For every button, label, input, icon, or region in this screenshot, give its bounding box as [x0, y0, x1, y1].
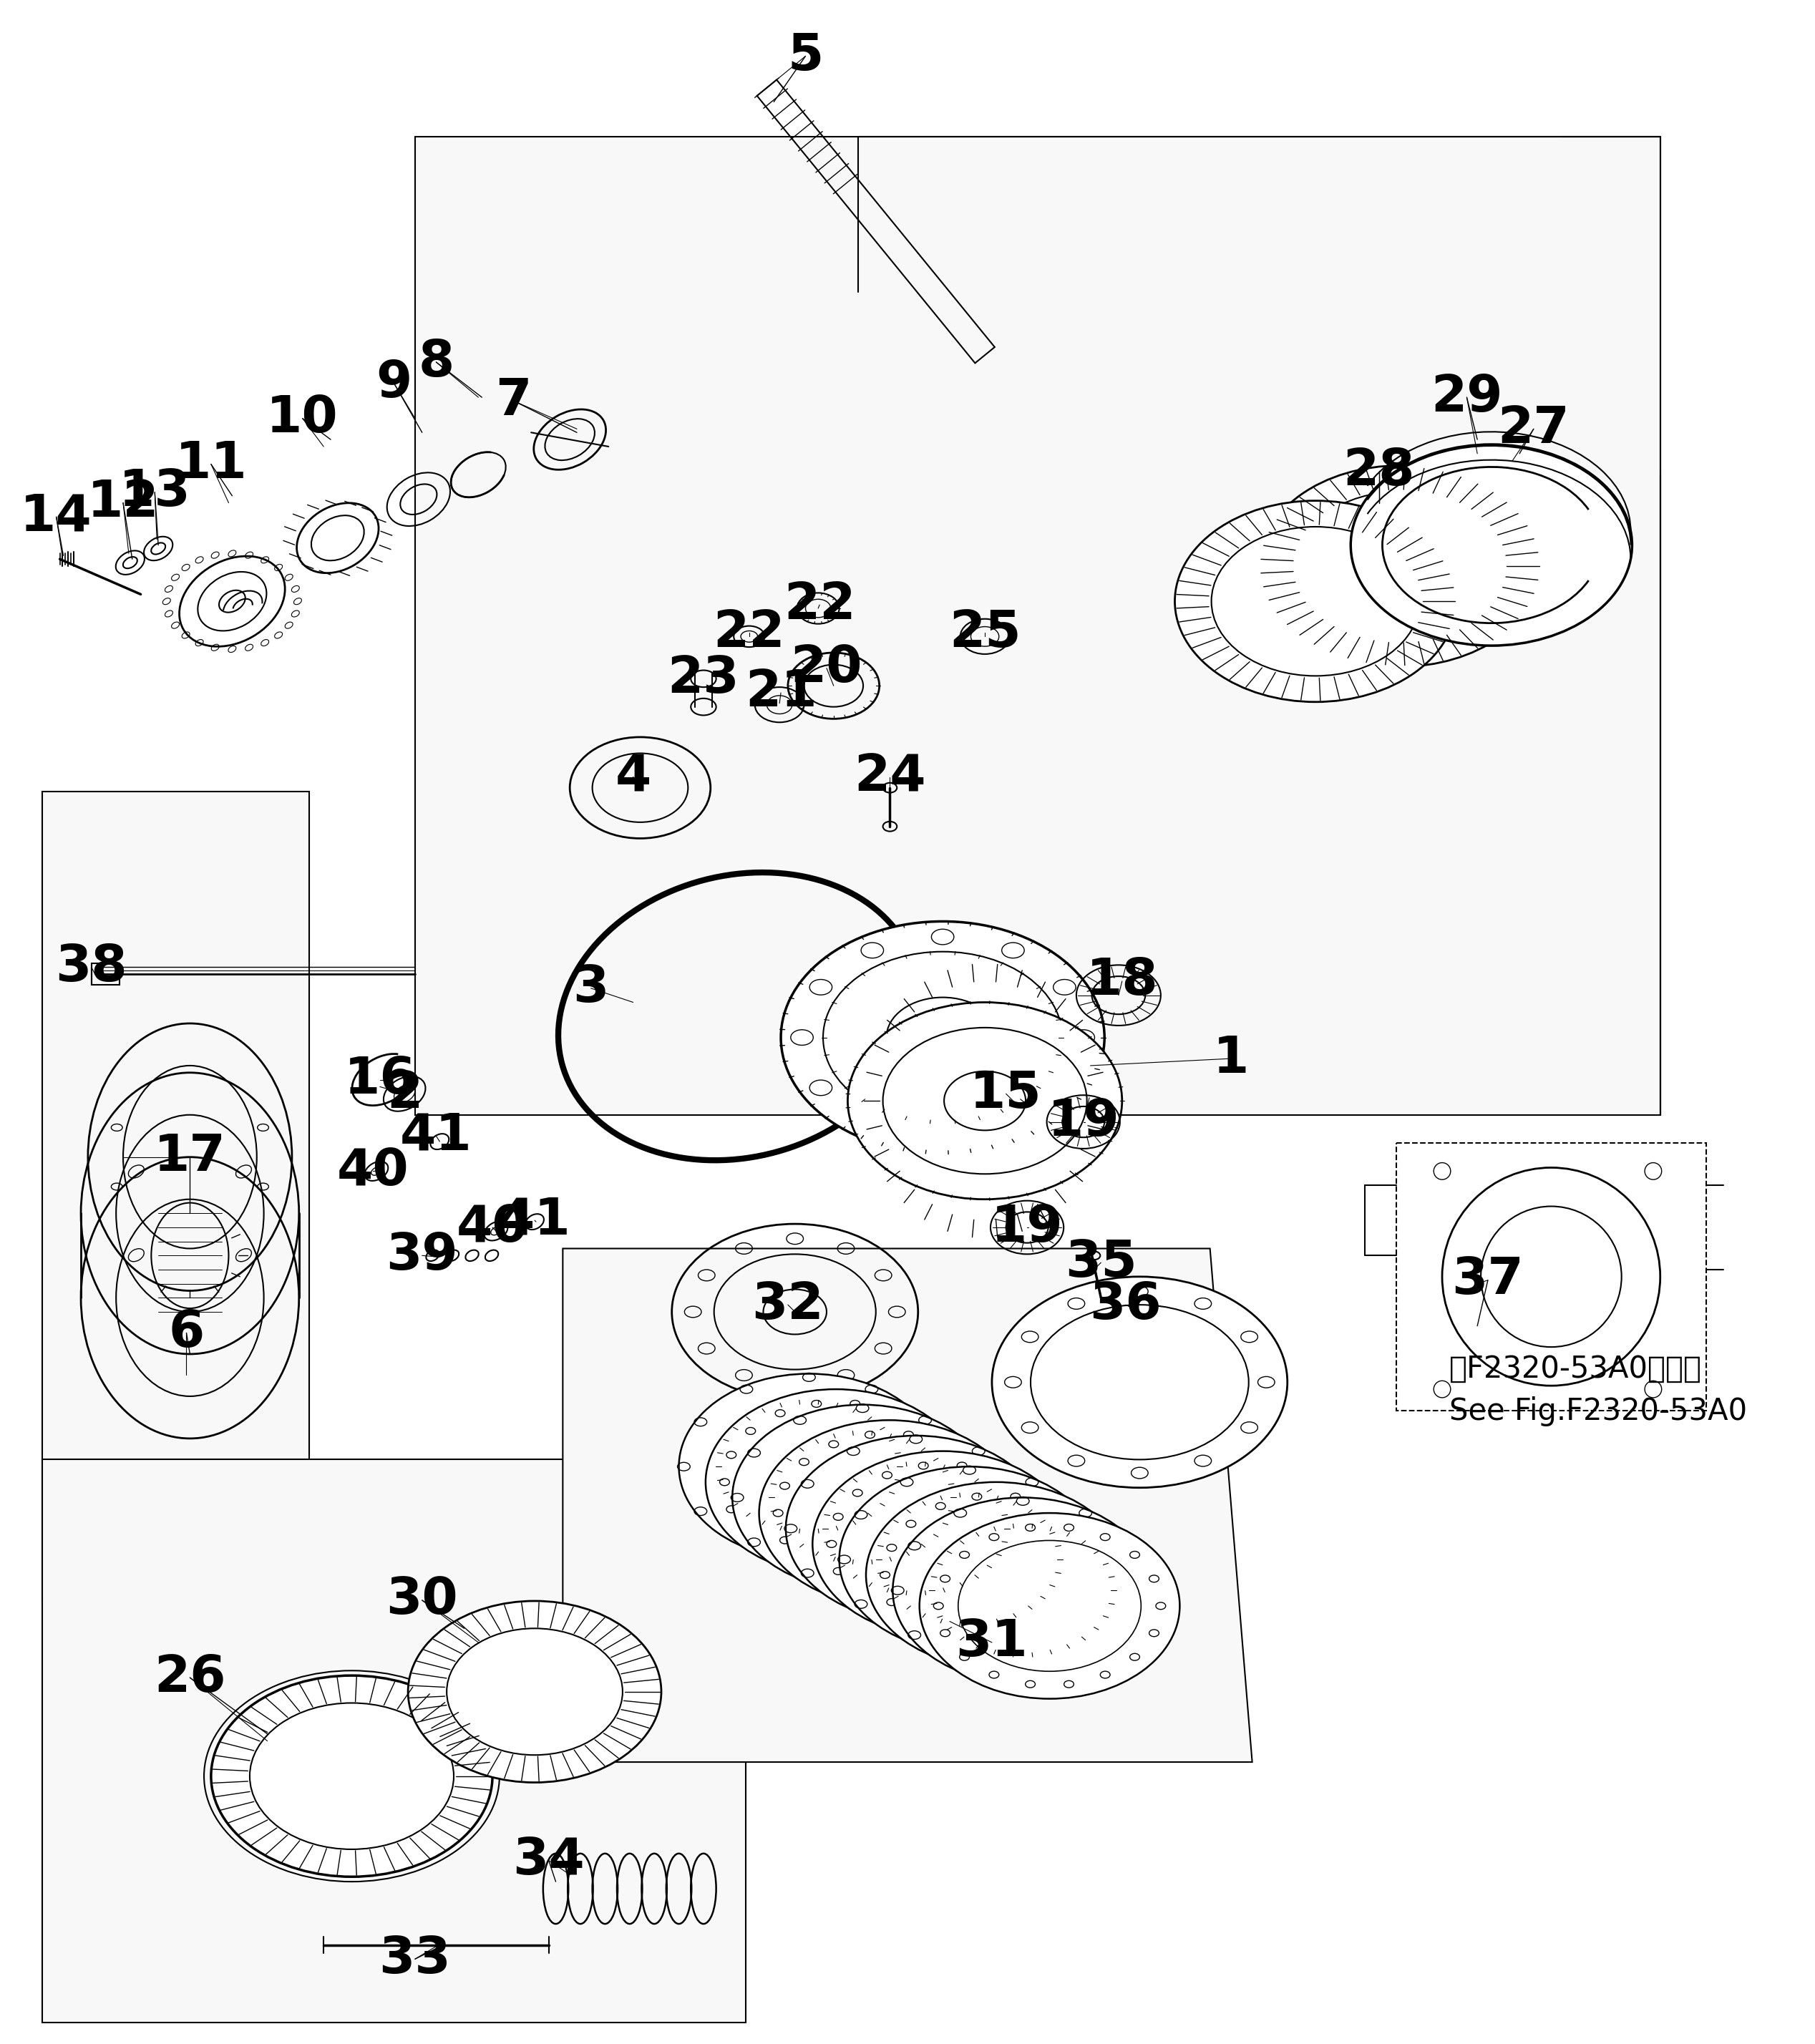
Text: 19: 19: [1047, 1098, 1120, 1147]
Bar: [91, 963, 120, 985]
Text: 14: 14: [20, 493, 93, 542]
Ellipse shape: [408, 1600, 661, 1782]
Ellipse shape: [759, 1421, 1020, 1607]
Text: 7: 7: [495, 376, 532, 425]
Text: 22: 22: [784, 580, 855, 630]
Text: 37: 37: [1452, 1255, 1525, 1304]
Ellipse shape: [706, 1390, 966, 1576]
Polygon shape: [42, 791, 310, 1600]
Text: 17: 17: [154, 1132, 227, 1181]
Text: 40: 40: [338, 1147, 408, 1196]
Ellipse shape: [211, 1676, 492, 1876]
Text: 33: 33: [379, 1934, 452, 1985]
Ellipse shape: [1350, 444, 1632, 646]
Ellipse shape: [839, 1468, 1100, 1652]
Ellipse shape: [786, 1435, 1045, 1621]
Text: 15: 15: [969, 1069, 1042, 1118]
Text: 20: 20: [791, 644, 862, 693]
Text: 28: 28: [1343, 446, 1414, 497]
Text: 1: 1: [1212, 1034, 1249, 1083]
Text: 30: 30: [387, 1576, 457, 1625]
Text: 18: 18: [1085, 957, 1158, 1006]
Text: 8: 8: [417, 337, 454, 386]
Text: 16: 16: [343, 1055, 416, 1104]
Text: 4: 4: [615, 752, 652, 801]
Text: 第F2320-53A0図参照: 第F2320-53A0図参照: [1448, 1353, 1702, 1384]
Text: 39: 39: [387, 1230, 457, 1280]
Text: 10: 10: [267, 394, 339, 444]
Text: See Fig.F2320-53A0: See Fig.F2320-53A0: [1448, 1396, 1748, 1427]
Text: 5: 5: [788, 31, 824, 82]
Text: 19: 19: [991, 1202, 1064, 1253]
Text: 36: 36: [1089, 1280, 1162, 1329]
Text: 32: 32: [751, 1280, 824, 1329]
Text: 34: 34: [512, 1836, 584, 1885]
Ellipse shape: [848, 1002, 1122, 1200]
Text: 6: 6: [169, 1308, 205, 1357]
Text: 41: 41: [499, 1196, 570, 1245]
Ellipse shape: [780, 922, 1105, 1153]
Text: 31: 31: [957, 1617, 1027, 1668]
Ellipse shape: [1443, 1167, 1661, 1386]
Text: 26: 26: [154, 1654, 225, 1703]
Ellipse shape: [920, 1513, 1180, 1699]
Text: 13: 13: [118, 468, 191, 517]
Text: 3: 3: [574, 963, 610, 1014]
Text: 41: 41: [399, 1112, 472, 1161]
Text: 29: 29: [1430, 372, 1503, 421]
Ellipse shape: [679, 1374, 938, 1560]
Text: 2: 2: [387, 1069, 423, 1118]
Text: 12: 12: [87, 478, 160, 527]
Bar: [1396, 1143, 1706, 1410]
Text: 23: 23: [668, 654, 739, 703]
Text: 22: 22: [713, 609, 786, 658]
Polygon shape: [416, 137, 1661, 1114]
Text: 24: 24: [853, 752, 926, 801]
Text: 35: 35: [1065, 1239, 1136, 1288]
Polygon shape: [563, 1249, 1252, 1762]
Text: 38: 38: [56, 942, 127, 991]
Text: 25: 25: [949, 609, 1020, 658]
Ellipse shape: [731, 1404, 993, 1590]
Ellipse shape: [866, 1482, 1127, 1668]
Text: 9: 9: [376, 358, 412, 409]
Text: 11: 11: [174, 439, 247, 489]
Ellipse shape: [1174, 501, 1456, 701]
Text: 21: 21: [744, 668, 817, 717]
Ellipse shape: [1260, 466, 1541, 666]
Ellipse shape: [993, 1278, 1287, 1488]
Text: 40: 40: [456, 1202, 528, 1253]
Polygon shape: [42, 1459, 746, 2022]
Ellipse shape: [893, 1498, 1153, 1684]
Ellipse shape: [813, 1451, 1073, 1637]
Text: 27: 27: [1497, 405, 1570, 454]
